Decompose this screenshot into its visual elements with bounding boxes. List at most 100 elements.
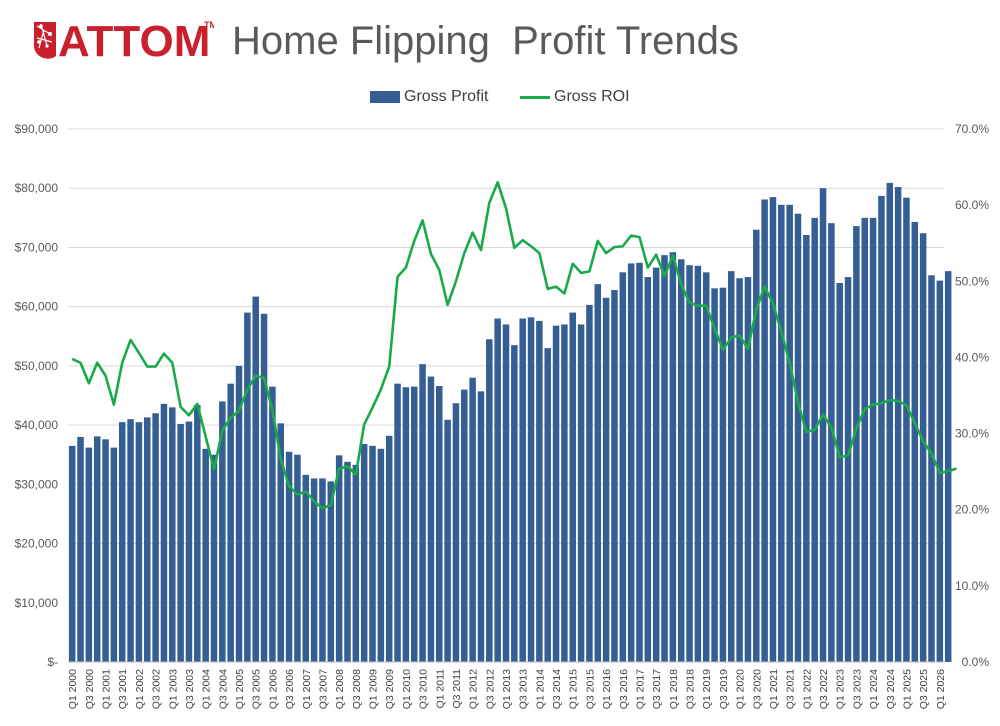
bar (419, 364, 426, 662)
bar (335, 455, 343, 662)
y-left-tick-label: $20,000 (15, 537, 59, 551)
x-axis: Q1 2000 Q3 2000 Q1 2001 Q3 2001 Q1 2002 Q3 20… (67, 661, 947, 709)
bar (427, 376, 435, 662)
bar (886, 182, 894, 662)
bar (602, 297, 610, 662)
bar (944, 271, 952, 662)
bar (285, 451, 293, 662)
bar (544, 348, 551, 662)
x-tick-label: Q1 2002 (134, 669, 146, 709)
legend-item-gross-roi: Gross ROI (520, 86, 630, 108)
x-tick-label: Q1 2003 (167, 669, 179, 709)
x-tick-label: Q1 2007 (301, 669, 313, 709)
x-tick-label: Q1 2013 (501, 669, 513, 709)
logo-wordmark: ATTOM (58, 17, 210, 66)
x-tick-label: Q1 2009 (368, 669, 380, 709)
x-tick-label: Q3 2023 (851, 669, 863, 709)
bar (269, 386, 276, 662)
x-tick-label: Q1 2010 (401, 669, 413, 709)
bar (844, 277, 852, 662)
bar (177, 423, 184, 662)
x-tick-label: Q1 2019 (701, 669, 713, 709)
bar (277, 423, 284, 662)
x-tick-label: Q1 2006 (267, 669, 279, 709)
bar (853, 226, 860, 662)
logo-emblem-icon (33, 22, 56, 59)
y-right-tick-label: 40.0% (955, 350, 989, 364)
bar (369, 445, 376, 662)
bar (377, 448, 385, 662)
bar (319, 478, 326, 662)
bar (477, 391, 485, 662)
x-tick-label: Q3 2021 (785, 669, 797, 709)
bar (677, 259, 685, 662)
x-tick-label: Q1 2026 (935, 669, 947, 709)
x-tick-label: Q1 2015 (568, 669, 580, 709)
bar (327, 481, 335, 662)
x-tick-label: Q3 2012 (484, 669, 496, 709)
bar (903, 197, 910, 662)
bar (519, 318, 526, 662)
y-left-tick-label: $70,000 (15, 240, 59, 254)
x-tick-label: Q1 2008 (334, 669, 346, 709)
x-tick-label: Q1 2011 (434, 669, 446, 709)
y-left-tick-label: $60,000 (15, 300, 59, 314)
x-tick-label: Q1 2017 (634, 669, 646, 709)
x-tick-label: Q1 2012 (468, 669, 480, 709)
x-tick-label: Q1 2025 (901, 669, 913, 709)
bar (169, 407, 176, 662)
bar (469, 377, 476, 662)
legend-label-gross-profit: Gross Profit (404, 88, 489, 105)
bar (461, 389, 468, 662)
bar (118, 422, 126, 662)
x-tick-label: Q1 2004 (201, 669, 213, 709)
bar (494, 318, 501, 662)
bar (636, 262, 643, 662)
x-tick-label: Q1 2023 (835, 669, 847, 709)
bar (928, 275, 935, 662)
bar (661, 255, 668, 663)
bar (486, 339, 493, 662)
chart-header: ATTOM TM Home Flipping Profit Trends (0, 0, 1000, 80)
bar (227, 383, 234, 662)
bar (769, 197, 777, 662)
x-tick-label: Q3 2018 (685, 669, 697, 709)
bar (753, 229, 760, 662)
roi-line (71, 181, 957, 510)
bar (219, 401, 226, 662)
bar (761, 199, 768, 663)
bar (786, 204, 793, 662)
y-left-tick-label: $80,000 (15, 181, 59, 195)
bar (410, 386, 418, 662)
x-tick-label: Q3 2002 (151, 669, 163, 709)
bar (836, 282, 843, 662)
y-left-tick-label: $10,000 (15, 596, 59, 610)
logo-trademark: TM (204, 20, 214, 30)
bar (160, 403, 168, 662)
bar (719, 287, 727, 662)
bar (102, 439, 109, 662)
bar (611, 290, 618, 662)
x-tick-label: Q1 2001 (101, 669, 113, 709)
bar (702, 272, 710, 662)
bar (569, 312, 576, 662)
bar (778, 204, 785, 662)
x-tick-label: Q3 2001 (117, 669, 129, 709)
bar (878, 195, 885, 662)
bar (561, 324, 568, 662)
x-tick-label: Q3 2013 (518, 669, 530, 709)
x-tick-label: Q3 2015 (584, 669, 596, 709)
x-tick-label: Q3 2016 (618, 669, 630, 709)
bar (444, 419, 451, 662)
x-tick-label: Q3 2017 (651, 669, 663, 709)
x-tick-label: Q1 2021 (768, 669, 780, 709)
bar (127, 419, 134, 662)
y-axis-left: $- $10,000 $20,000 $30,000 $40,000 $50,000 $60… (15, 122, 59, 669)
y-left-tick-label: $40,000 (15, 418, 59, 432)
bar (152, 413, 159, 662)
bar (744, 277, 752, 662)
bar (402, 387, 410, 662)
y-right-tick-label: 0.0% (962, 655, 990, 669)
bar (728, 271, 735, 662)
bar (511, 345, 518, 662)
